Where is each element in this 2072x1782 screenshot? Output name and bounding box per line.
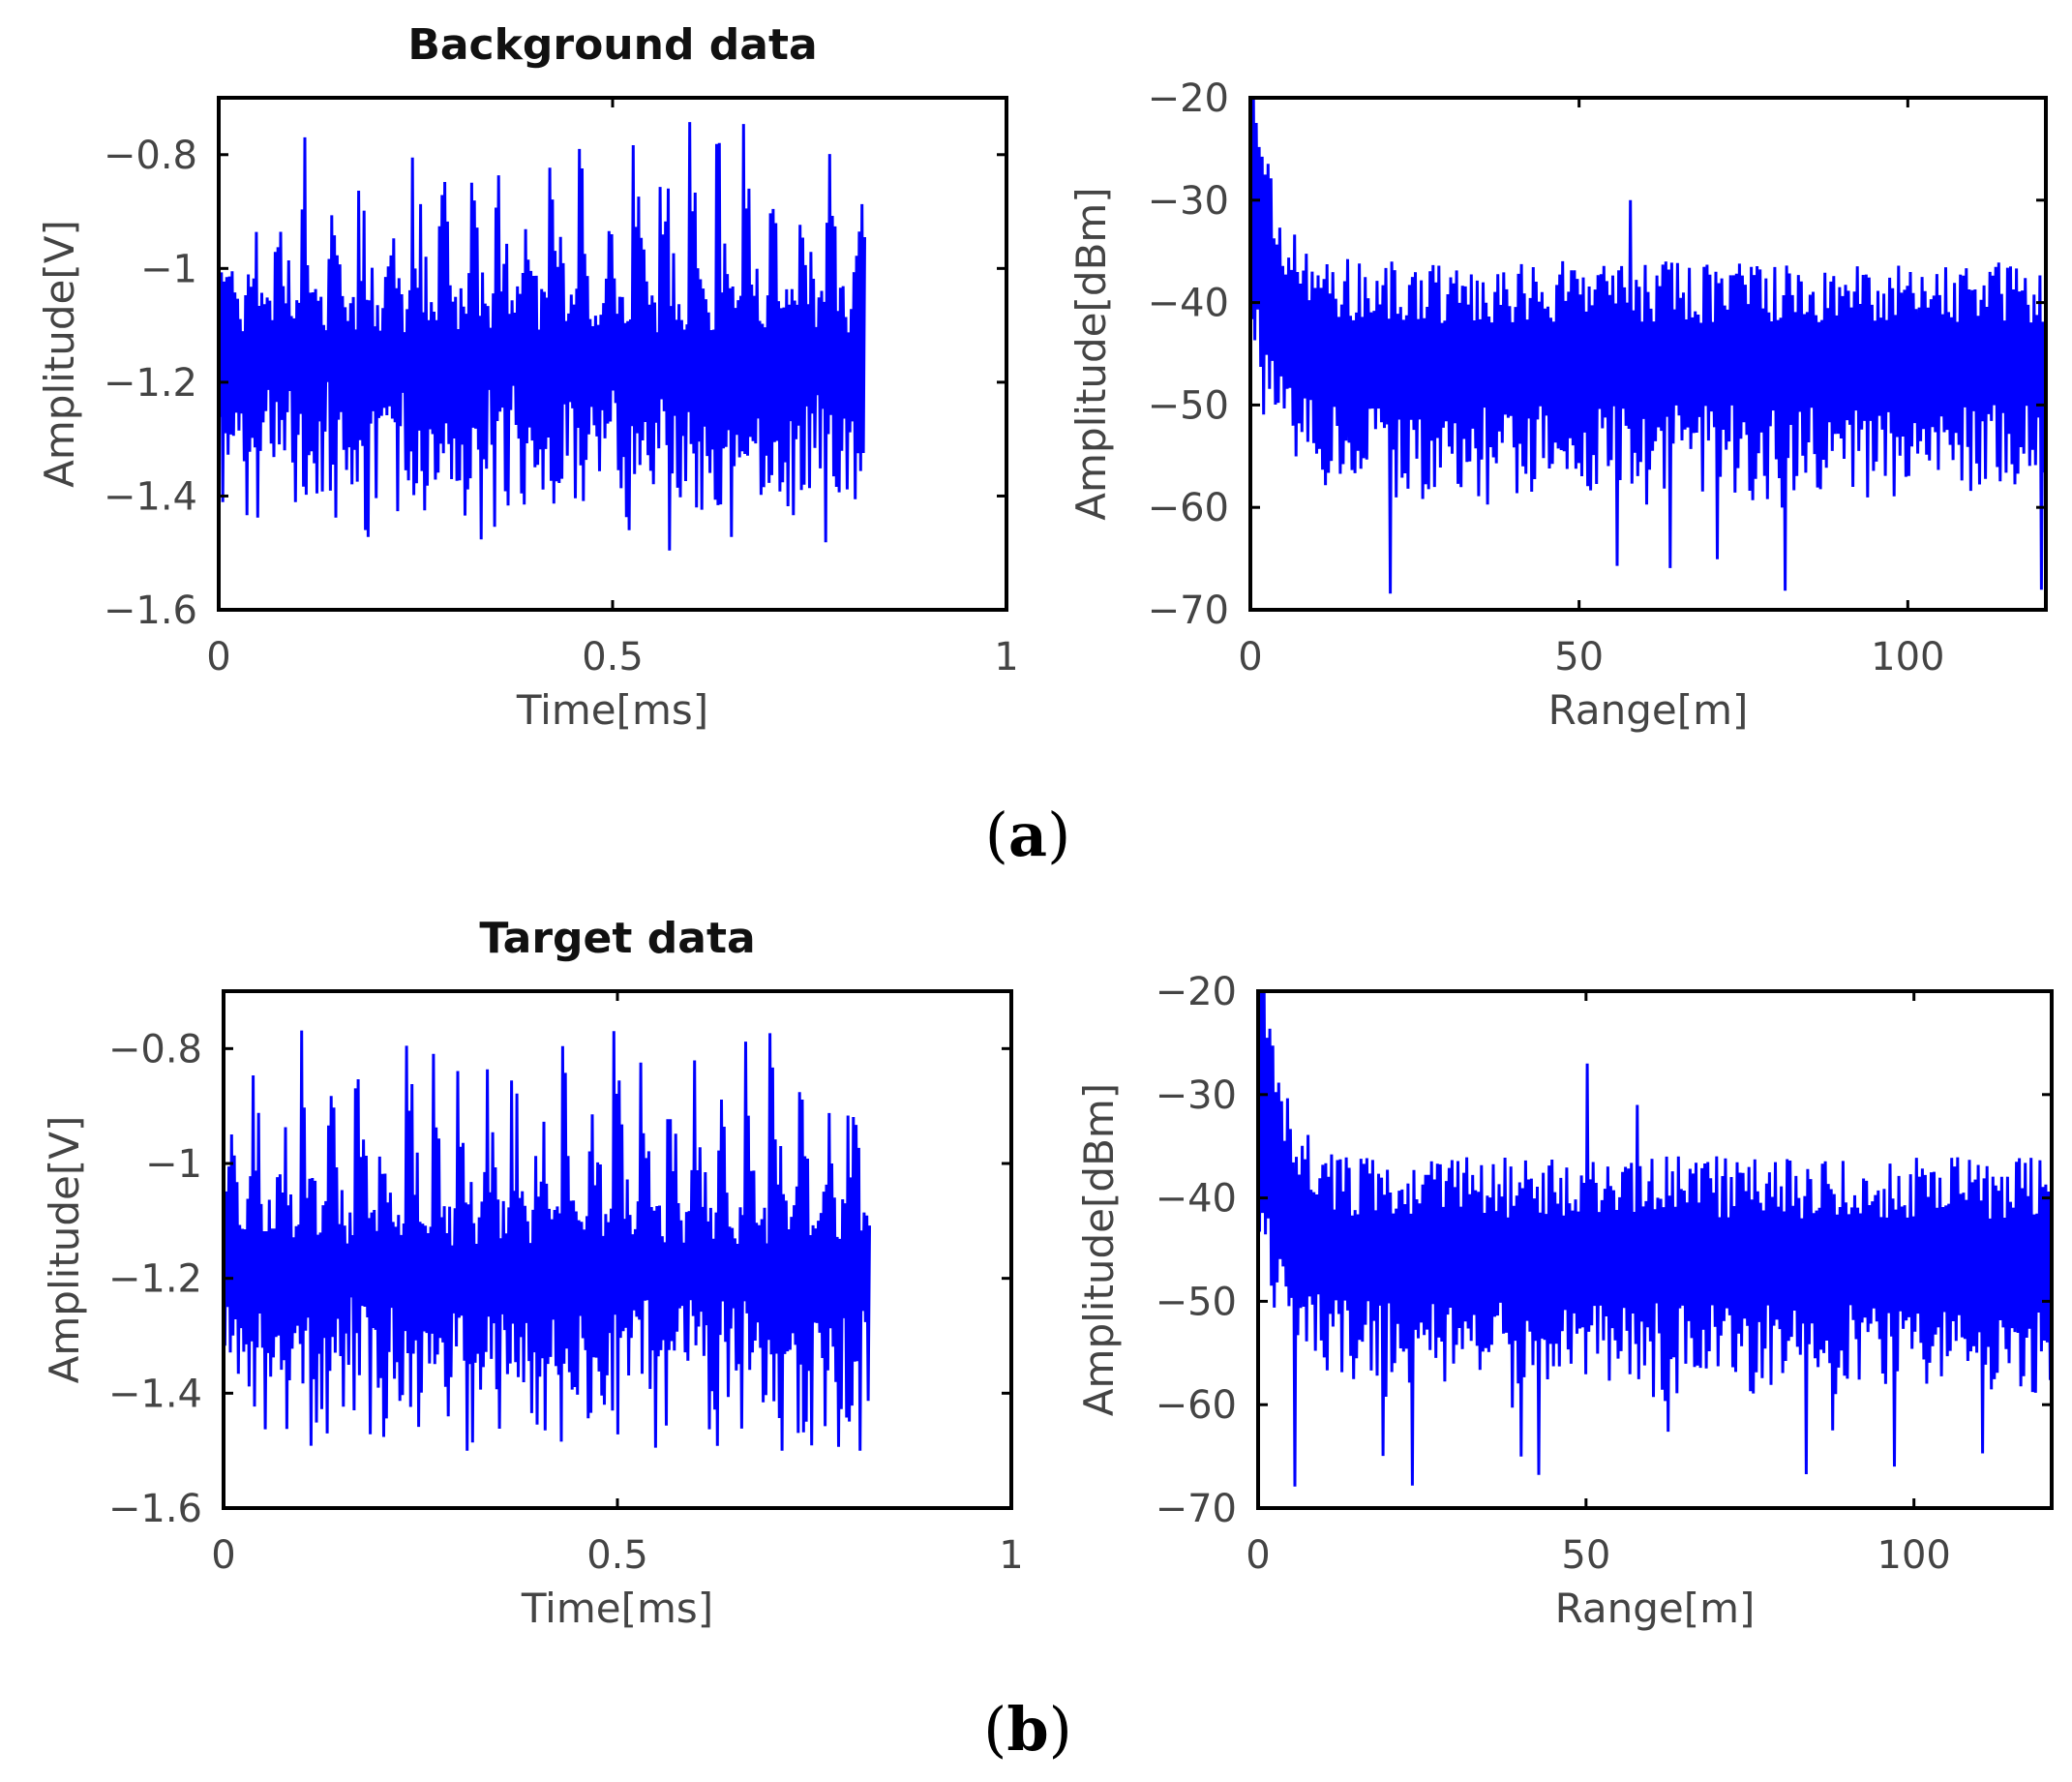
y-tick-label: −70 — [1148, 589, 1229, 633]
panel-label-open: ( — [985, 800, 1008, 870]
panel-label-close: ) — [1047, 800, 1070, 870]
panel-label-letter: a — [1008, 800, 1047, 870]
y-tick-label: −1.6 — [108, 1487, 202, 1531]
x-tick-label: 50 — [1561, 1533, 1610, 1578]
y-tick-label: −20 — [1148, 76, 1229, 121]
y-axis-label: Amplitude[dBm] — [1075, 1083, 1123, 1416]
plot-frame — [1256, 989, 2054, 1510]
x-tick-label: 100 — [1877, 1533, 1951, 1578]
series-signal — [224, 1030, 871, 1451]
x-tick-label: 0 — [211, 1533, 235, 1578]
chart-target-range: −70 −60 −50 −40 −30 −20 0 50 100 Range[m] Amplitud… — [1075, 970, 2054, 1632]
y-tick-label: −0.8 — [108, 1027, 202, 1072]
panel-label-close: ) — [1049, 1694, 1072, 1765]
y-tick-label: −20 — [1156, 970, 1237, 1014]
plot-frame — [1248, 96, 2048, 612]
panel-label-letter: b — [1006, 1694, 1048, 1765]
y-tick-label: −50 — [1156, 1280, 1237, 1324]
y-tick-label: −30 — [1148, 179, 1229, 224]
series-signal — [219, 122, 866, 551]
x-axis-label: Range[m] — [1548, 686, 1749, 734]
x-tick-label: 0 — [1246, 1533, 1270, 1578]
chart-title: Background data — [407, 20, 817, 70]
y-tick-label: −1.2 — [104, 361, 197, 406]
y-tick-label: −1.4 — [104, 474, 197, 519]
chart-background-time: Background data −1.6 −1.4 −1.2 −1 −0.8 0 0.5 1 Ti… — [36, 20, 1019, 734]
panel-label: (b) — [983, 1694, 1072, 1765]
series-spectrum — [1250, 98, 2046, 594]
x-tick-label: 0 — [1238, 635, 1262, 680]
x-tick-label: 0.5 — [586, 1533, 648, 1578]
series-spectrum — [1258, 991, 2052, 1487]
y-tick-label: −50 — [1148, 383, 1229, 428]
y-tick-label: −60 — [1148, 486, 1229, 530]
x-tick-label: 50 — [1554, 635, 1604, 680]
x-tick-label: 1 — [999, 1533, 1023, 1578]
y-tick-label: −30 — [1156, 1073, 1237, 1118]
chart-target-time: Target data −1.6 −1.4 −1.2 −1 −0.8 0 0.5 1 Time[m… — [41, 914, 1024, 1632]
y-tick-label: −1 — [140, 247, 197, 291]
y-tick-label: −40 — [1156, 1177, 1237, 1222]
x-tick-label: 100 — [1871, 635, 1944, 680]
panel-label: (a) — [985, 800, 1071, 870]
y-axis-label: Amplitude[V] — [41, 1116, 88, 1384]
y-tick-label: −1 — [145, 1142, 202, 1187]
y-tick-label: −40 — [1148, 282, 1229, 326]
chart-background-range: −70 −60 −50 −40 −30 −20 0 50 100 Range[m] Amplitud… — [1067, 76, 2048, 734]
x-tick-label: 0 — [206, 635, 230, 680]
y-tick-label: −1.2 — [108, 1257, 202, 1302]
y-tick-label: −1.4 — [108, 1372, 202, 1416]
y-tick-label: −0.8 — [104, 134, 197, 178]
x-axis-label: Time[ms] — [516, 686, 708, 734]
y-tick-label: −1.6 — [104, 589, 197, 633]
y-tick-label: −60 — [1156, 1383, 1237, 1428]
x-axis-label: Range[m] — [1555, 1585, 1756, 1632]
y-axis-label: Amplitude[V] — [36, 220, 83, 488]
panel-label-open: ( — [983, 1694, 1006, 1765]
x-axis-label: Time[ms] — [521, 1585, 713, 1632]
x-tick-label: 1 — [994, 635, 1018, 680]
x-tick-label: 0.5 — [582, 635, 644, 680]
chart-title: Target data — [479, 914, 755, 963]
y-tick-label: −70 — [1156, 1487, 1237, 1531]
y-axis-label: Amplitude[dBm] — [1067, 187, 1115, 520]
